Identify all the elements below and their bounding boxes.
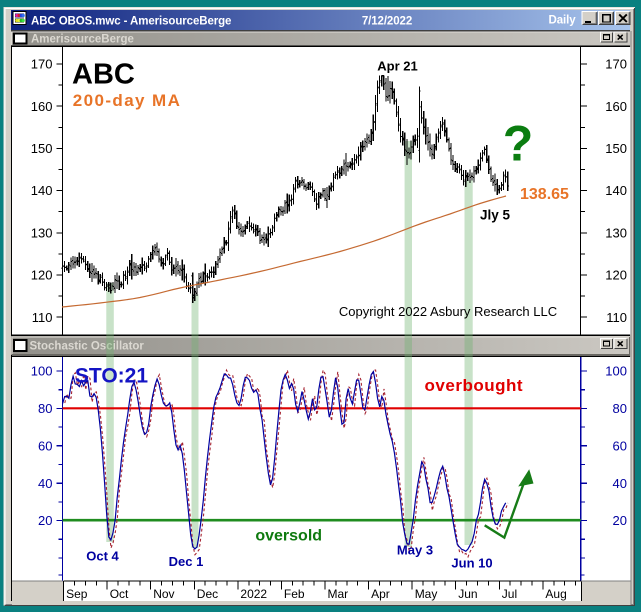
svg-text:200-day MA: 200-day MA (73, 91, 181, 110)
svg-text:110: 110 (32, 310, 53, 325)
svg-text:Nov: Nov (153, 587, 174, 601)
svg-text:120: 120 (605, 268, 627, 283)
svg-text:60: 60 (613, 438, 627, 453)
svg-text:Aug: Aug (545, 587, 566, 601)
svg-text:160: 160 (31, 99, 53, 114)
svg-text:Feb: Feb (284, 587, 305, 601)
svg-text:May 3: May 3 (397, 543, 433, 558)
svg-text:160: 160 (605, 99, 627, 114)
svg-text:?: ? (503, 116, 534, 172)
svg-text:overbought: overbought (425, 376, 524, 395)
svg-text:Apr: Apr (371, 587, 390, 601)
svg-text:ABC: ABC (72, 59, 135, 91)
svg-text:80: 80 (38, 401, 52, 416)
svg-text:130: 130 (605, 225, 627, 240)
svg-text:7/12/2022: 7/12/2022 (362, 16, 412, 28)
svg-text:140: 140 (31, 183, 53, 198)
svg-text:170: 170 (31, 57, 53, 72)
svg-text:Stochastic Oscillator: Stochastic Oscillator (30, 341, 145, 353)
svg-text:80: 80 (613, 401, 627, 416)
svg-text:120: 120 (31, 268, 53, 283)
svg-text:150: 150 (605, 141, 627, 156)
svg-text:Jun 10: Jun 10 (451, 556, 492, 571)
svg-text:130: 130 (31, 225, 53, 240)
svg-text:2022: 2022 (240, 587, 267, 601)
svg-text:Copyright 2022 Asbury Research: Copyright 2022 Asbury Research LLC (339, 304, 557, 319)
svg-text:Sep: Sep (66, 587, 88, 601)
svg-text:40: 40 (613, 476, 627, 491)
svg-text:100: 100 (31, 364, 53, 379)
svg-text:Oct: Oct (110, 587, 129, 601)
svg-text:Jly 5: Jly 5 (480, 208, 511, 223)
svg-text:STO:21: STO:21 (75, 365, 148, 388)
svg-text:Daily: Daily (549, 15, 577, 27)
svg-text:60: 60 (38, 438, 52, 453)
svg-text:110: 110 (606, 310, 627, 325)
svg-text:40: 40 (38, 476, 52, 491)
svg-text:Oct 4: Oct 4 (86, 549, 119, 564)
svg-text:150: 150 (31, 141, 53, 156)
svg-text:20: 20 (38, 513, 52, 528)
svg-text:20: 20 (613, 513, 627, 528)
svg-text:Dec 1: Dec 1 (169, 554, 204, 569)
svg-text:oversold: oversold (255, 528, 322, 545)
svg-text:Jun: Jun (458, 587, 477, 601)
svg-text:Mar: Mar (328, 587, 349, 601)
svg-text:Apr 21: Apr 21 (377, 59, 417, 74)
svg-text:140: 140 (605, 183, 627, 198)
svg-text:May: May (415, 587, 438, 601)
svg-text:Jul: Jul (502, 587, 517, 601)
svg-text:138.65: 138.65 (520, 186, 569, 203)
svg-text:ABC OBOS.mwc - AmerisourceBerg: ABC OBOS.mwc - AmerisourceBerge (31, 16, 231, 28)
svg-text:Dec: Dec (197, 587, 218, 601)
svg-text:AmerisourceBerge: AmerisourceBerge (31, 34, 134, 46)
svg-text:170: 170 (605, 57, 627, 72)
svg-text:100: 100 (605, 364, 627, 379)
